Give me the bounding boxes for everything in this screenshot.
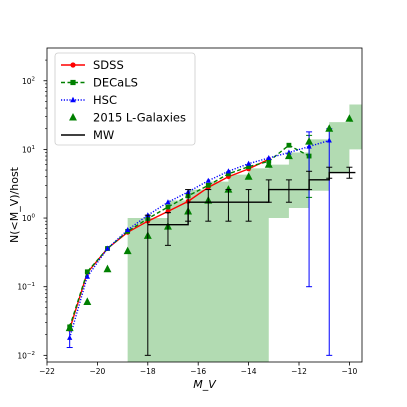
point-2-13 <box>326 137 332 143</box>
point-1-7 <box>205 182 211 188</box>
point-3-1 <box>83 297 92 305</box>
y-tick-label: 10−2 <box>17 351 35 361</box>
legend-marker-0 <box>70 62 76 68</box>
series-line-2 <box>69 139 330 339</box>
point-3-12 <box>305 137 314 145</box>
point-3-9 <box>244 172 253 180</box>
point-3-11 <box>284 151 293 160</box>
y-tick-label: 102 <box>22 76 35 86</box>
point-3-10 <box>264 160 273 168</box>
point-2-7 <box>205 177 211 183</box>
point-2-3 <box>125 226 131 233</box>
legend-marker-1 <box>70 79 76 86</box>
point-2-2 <box>104 245 111 251</box>
legend-label-3: 2015 L-Galaxies <box>93 111 186 125</box>
axis-layer: −22 −20 −18 −16 −14 −12 −10 10−2 10−1 100 101 102 <box>17 59 358 376</box>
y-tick-label: 101 <box>22 145 35 155</box>
point-3-3 <box>123 246 132 255</box>
point-2-5 <box>165 199 171 205</box>
series-layer <box>65 114 356 356</box>
legend-marker-3 <box>69 113 77 121</box>
legend-label-1: DECaLS <box>93 76 138 90</box>
point-2-9 <box>245 160 252 166</box>
series-4 <box>144 166 356 356</box>
point-1-1 <box>84 269 90 275</box>
y-axis-label: N(<M_V)/host <box>8 166 21 243</box>
point-2-12 <box>306 143 312 149</box>
point-1-8 <box>226 171 231 177</box>
band-area <box>127 104 362 362</box>
legend-label-0: SDSS <box>93 58 124 72</box>
y-tick-label: 100 <box>22 214 36 224</box>
x-tick-label: −22 <box>39 367 55 376</box>
point-2-0 <box>67 334 73 340</box>
point-2-10 <box>266 154 272 161</box>
x-axis-label: M_V <box>193 378 217 391</box>
x-tick-label: −18 <box>140 367 156 376</box>
point-1-11 <box>286 142 292 148</box>
point-3-2 <box>103 264 112 273</box>
x-tick-label: −16 <box>190 367 206 376</box>
legend: SDSS DECaLS HSC 2015 L-Galaxies MW <box>54 52 196 146</box>
shaded-band-layer <box>127 104 362 362</box>
legend-box <box>54 52 196 146</box>
x-tick-label: −14 <box>241 367 257 376</box>
plot-frame <box>46 47 363 363</box>
x-tick-label: −20 <box>89 367 105 376</box>
x-tick-label: −12 <box>291 367 307 376</box>
series-2 <box>66 128 333 356</box>
point-1-9 <box>246 164 251 170</box>
point-3-13 <box>325 124 334 132</box>
legend-marker-2 <box>70 96 76 103</box>
y-tick-label: 10−1 <box>17 282 35 292</box>
x-tick-label: −10 <box>341 367 357 376</box>
point-3-14 <box>345 114 354 122</box>
point-2-8 <box>225 168 232 174</box>
point-3-0 <box>65 323 74 332</box>
legend-label-2: HSC <box>93 93 117 107</box>
point-1-5 <box>165 204 171 210</box>
legend-label-4: MW <box>93 128 114 142</box>
point-3-8 <box>224 185 233 193</box>
point-2-1 <box>84 273 90 279</box>
